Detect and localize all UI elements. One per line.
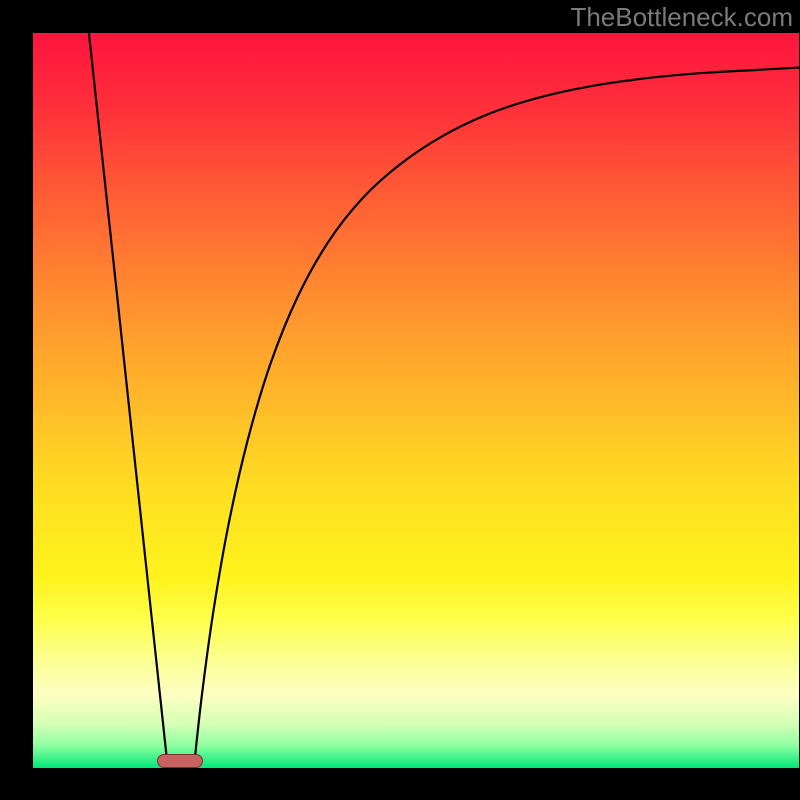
watermark-text: TheBottleneck.com (570, 2, 793, 33)
bottleneck-curve (33, 33, 799, 768)
plot-area (33, 33, 799, 768)
bottleneck-marker (157, 754, 203, 768)
chart-container: TheBottleneck.com (0, 0, 800, 800)
